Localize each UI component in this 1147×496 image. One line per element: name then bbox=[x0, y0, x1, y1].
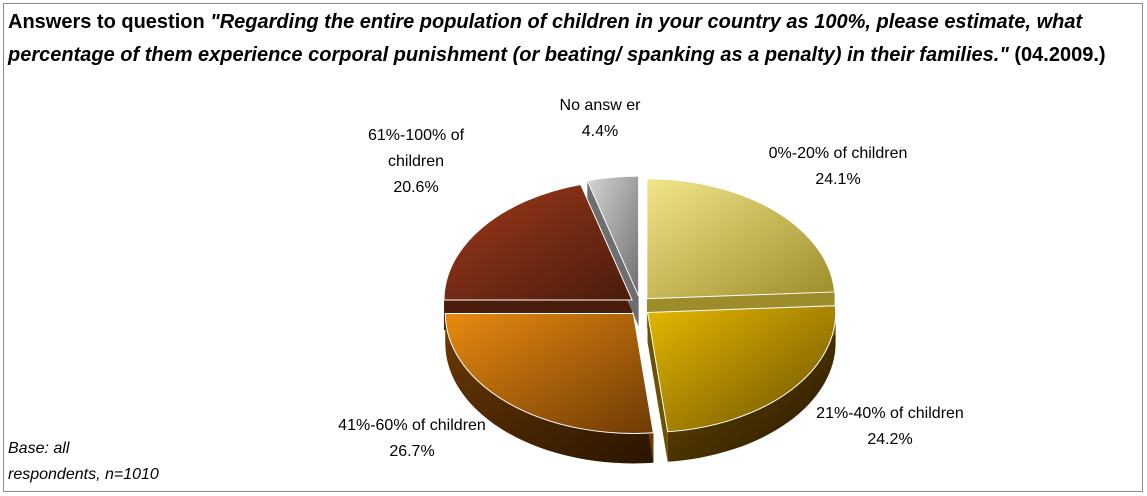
slice-no-answer bbox=[586, 175, 640, 297]
title-suffix: (04.2009.) bbox=[1008, 44, 1106, 66]
slice-label-21-40: 21%-40% of children 24.2% bbox=[816, 405, 964, 448]
pie-slices bbox=[443, 175, 837, 464]
title-question: "Regarding the entire population of chil… bbox=[8, 11, 1083, 66]
slice-21-40 bbox=[647, 305, 837, 433]
slice-side-41-60 bbox=[445, 313, 654, 464]
slice-0-20 bbox=[646, 178, 836, 300]
slice-41-60 bbox=[444, 312, 654, 434]
chart-title: Answers to question "Regarding the entir… bbox=[8, 6, 1138, 72]
base-note-line2: respondents, n=1010 bbox=[8, 466, 159, 483]
title-prefix: Answers to question bbox=[8, 11, 211, 33]
slice-labels: 0%-20% of children 24.1% 21%-40% of childr… bbox=[338, 97, 964, 460]
slice-label-no-answer: No answ er 4.4% bbox=[560, 97, 642, 140]
slice-side-21-40 bbox=[667, 312, 836, 462]
slice-label-61-100: 61%-100% of children 20.6% bbox=[368, 127, 465, 196]
slice-label-0-20: 0%-20% of children 24.1% bbox=[769, 145, 908, 188]
slice-edge-21-40-1 bbox=[647, 312, 668, 462]
slice-61-100 bbox=[443, 183, 633, 301]
slice-label-41-60: 41%-60% of children 26.7% bbox=[338, 417, 486, 460]
base-note-line1: Base: all bbox=[8, 440, 70, 457]
base-note: Base: all respondents, n=1010 bbox=[8, 436, 188, 488]
